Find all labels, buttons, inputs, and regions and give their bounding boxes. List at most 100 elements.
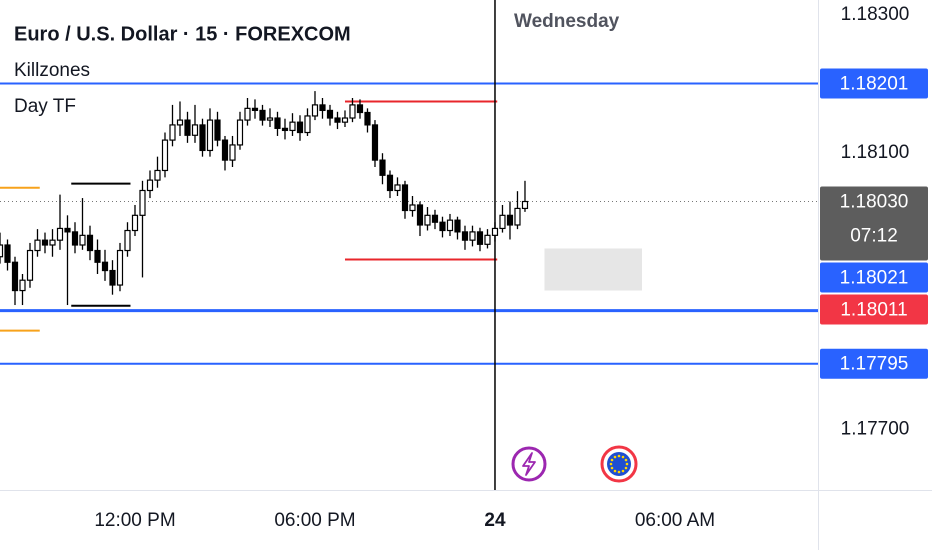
candle-body — [184, 119, 191, 136]
candle-body — [199, 124, 206, 152]
candle-body — [131, 214, 139, 232]
candle-body — [79, 234, 86, 246]
candle-body — [161, 139, 169, 172]
price-tag-label: 1.18011 — [840, 300, 907, 321]
candle-body — [236, 119, 244, 146]
event-circle — [511, 446, 547, 482]
candle-body — [229, 144, 236, 161]
candle-body — [454, 219, 461, 233]
chart-title: Euro / U.S. Dollar · 15 · FOREXCOM — [14, 23, 351, 45]
indicator-name: Killzones — [14, 60, 90, 81]
candle-body — [109, 269, 116, 286]
price-tag — [820, 348, 928, 379]
candle-body — [469, 231, 476, 241]
price-tag — [820, 294, 928, 325]
candle-body — [214, 119, 221, 141]
price-tag — [820, 186, 928, 261]
candle-body — [49, 239, 56, 246]
price-tag-label: 1.18021 — [840, 268, 909, 289]
candle-body — [221, 139, 229, 161]
candle-body — [484, 234, 491, 245]
candle-body — [19, 279, 26, 292]
candle-body — [499, 214, 506, 230]
candle-body — [446, 219, 454, 232]
candle-body — [296, 121, 304, 134]
candle-body — [281, 127, 289, 132]
candle-body — [409, 204, 416, 212]
zone-box — [544, 248, 642, 291]
candle-body — [259, 109, 266, 121]
countdown-label: 07:12 — [850, 226, 898, 247]
candle-body — [491, 227, 499, 236]
candle-body — [124, 229, 131, 252]
candle-body — [356, 104, 364, 114]
price-tag — [820, 68, 928, 99]
candle-body — [311, 104, 319, 117]
candle-body — [116, 249, 124, 286]
candle-body — [364, 111, 371, 126]
candle-body — [191, 124, 199, 136]
candle-body — [206, 119, 214, 152]
price-tag — [820, 262, 928, 293]
candle-body — [506, 214, 514, 226]
candle-body — [176, 119, 184, 126]
candle-body — [371, 124, 379, 161]
candle-body — [266, 117, 274, 121]
candle-body — [101, 261, 109, 272]
candle-body — [304, 115, 311, 134]
event-icon[interactable] — [511, 446, 547, 482]
candle-body — [379, 159, 386, 176]
candle-body — [289, 121, 296, 132]
event-icon[interactable] — [600, 445, 638, 483]
y-tick-label: 1.17700 — [841, 418, 910, 439]
candle-body — [439, 221, 446, 232]
plot-area — [0, 0, 818, 490]
candle-body — [71, 231, 79, 246]
candle-body — [41, 239, 49, 246]
candle-body — [244, 107, 251, 121]
x-tick-label: 12:00 PM — [94, 510, 175, 531]
candle-body — [4, 244, 11, 263]
candle-body — [169, 124, 176, 141]
y-tick-label: 1.18300 — [841, 4, 910, 25]
price-tag-label: 1.18201 — [840, 74, 909, 95]
candle-body — [154, 169, 161, 181]
eu-flag — [607, 452, 631, 476]
candle-body — [394, 184, 401, 192]
lightning-icon — [522, 452, 536, 476]
price-tag-label: 1.17795 — [840, 354, 909, 375]
candle-body — [11, 261, 19, 292]
candle-body — [431, 214, 439, 223]
session-label: Wednesday — [514, 11, 620, 32]
candle-body — [86, 234, 94, 252]
candle-body — [514, 207, 521, 226]
candle-body — [94, 249, 101, 263]
candle-body — [476, 231, 484, 245]
candle-body — [0, 244, 4, 258]
candle-body — [461, 231, 469, 241]
candle-body — [334, 117, 341, 123]
candle-body — [139, 189, 146, 216]
candle-body — [34, 239, 41, 252]
x-tick-label: 24 — [484, 510, 506, 531]
indicator-name: Day TF — [14, 96, 76, 117]
y-tick-label: 1.18100 — [841, 142, 910, 163]
x-tick-label: 06:00 AM — [635, 510, 715, 531]
candle-body — [56, 227, 64, 241]
axes: 1.18300 1.18100 1.17700 12:00 PM 06:00 PM 24 0… — [94, 4, 928, 531]
candle-body — [146, 179, 154, 192]
candle-body — [416, 204, 424, 226]
candle-body — [424, 214, 431, 226]
price-tag-label: 1.18030 — [840, 192, 909, 213]
candle-body — [521, 200, 529, 210]
candle-body — [319, 104, 326, 112]
candle-body — [341, 117, 349, 123]
x-tick-label: 06:00 PM — [274, 510, 355, 531]
candle-body — [64, 227, 71, 233]
candle-body — [386, 174, 394, 192]
eu-stars — [609, 454, 629, 474]
candle-body — [401, 184, 409, 212]
candle-body — [326, 109, 334, 119]
